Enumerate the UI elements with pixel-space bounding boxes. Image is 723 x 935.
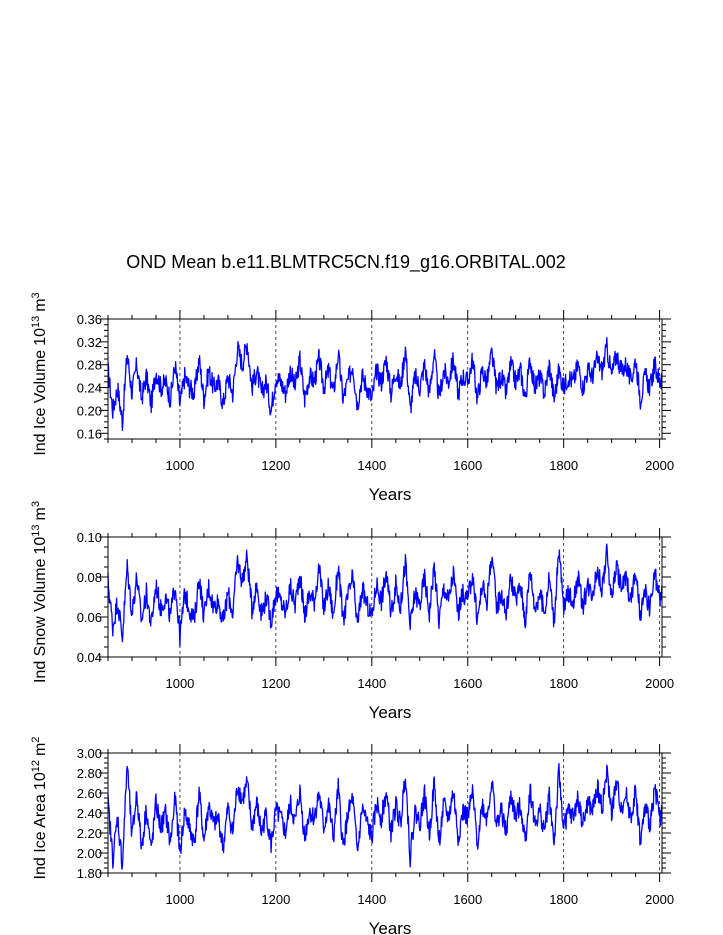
y-tick-label: 0.10 <box>77 530 102 545</box>
y-tick-label: 0.20 <box>77 403 102 418</box>
x-tick-label: 1600 <box>453 676 482 691</box>
plot-frame <box>107 536 663 658</box>
y-tick-label: 2.80 <box>77 766 102 781</box>
y-axis-label: Ind Snow Volume 1013 m3 <box>30 501 49 683</box>
y-axis-label-unit-tail-exp: 3 <box>30 501 42 507</box>
chart-panel-1: 1000 1200 1400 1600 1800 2000 0.16 0.20 0.24 0.28… <box>30 292 674 504</box>
y-tick-label: 0.36 <box>77 312 102 327</box>
y-axis-label-unit-exp: 13 <box>30 524 42 536</box>
x-axis-label: Years <box>369 703 412 722</box>
y-tick-label: 0.06 <box>77 610 102 625</box>
x-tick-label: 2000 <box>645 892 674 907</box>
y-axis-label: Ind Ice Volume 1013 m3 <box>30 292 49 455</box>
y-tick-label: 1.80 <box>77 866 102 881</box>
y-tick-label: 3.00 <box>77 746 102 761</box>
y-tick-label: 2.00 <box>77 846 102 861</box>
x-tick-label: 1000 <box>165 892 194 907</box>
x-tick-label: 1800 <box>549 892 578 907</box>
y-axis-label-unit-exp: 13 <box>30 316 42 328</box>
y-tick-label: 2.40 <box>77 806 102 821</box>
y-axis-label-unit-tail: m <box>32 298 49 311</box>
x-tick-label: 1400 <box>357 458 386 473</box>
y-axis-label-unit-exp: 12 <box>30 760 42 772</box>
y-axis-label-unit-tail: m <box>32 507 49 520</box>
y-tick-label: 0.16 <box>77 426 102 441</box>
y-axis-label-ylabel: Ind Ice Area <box>32 794 49 879</box>
y-tick-label: 0.08 <box>77 570 102 585</box>
x-tick-label: 1200 <box>261 458 290 473</box>
x-tick-label: 1400 <box>357 676 386 691</box>
y-axis-label: Ind Ice Area 1012 m2 <box>30 737 49 880</box>
y-tick-label: 0.32 <box>77 335 102 350</box>
chart-panel-2: 1000 1200 1400 1600 1800 2000 0.04 0.06 0.08 0.10… <box>30 501 674 722</box>
x-tick-label: 1200 <box>261 892 290 907</box>
y-tick-label: 0.24 <box>77 381 102 396</box>
y-axis-label-unit-tail-exp: 3 <box>30 292 42 298</box>
y-axis-label-unit-prefix: 10 <box>32 328 49 346</box>
y-tick-label: 2.60 <box>77 786 102 801</box>
x-tick-label: 1000 <box>165 458 194 473</box>
x-axis-label: Years <box>369 485 412 504</box>
data-line <box>107 543 663 648</box>
page-title: OND Mean b.e11.BLMTRC5CN.f19_g16.ORBITAL… <box>126 252 566 273</box>
y-axis-label-unit-prefix: 10 <box>32 772 49 790</box>
x-tick-label: 1200 <box>261 676 290 691</box>
chart-panel-3: 1000 1200 1400 1600 1800 2000 1.80 2.00 2.20 2.40… <box>30 737 674 935</box>
x-tick-label: 1400 <box>357 892 386 907</box>
plot-frame <box>107 318 663 440</box>
y-axis-label-unit-tail: m <box>32 743 49 756</box>
y-axis-label-unit-tail-exp: 2 <box>30 737 42 743</box>
y-tick-label: 0.28 <box>77 358 102 373</box>
x-tick-label: 1800 <box>549 676 578 691</box>
y-axis-label-ylabel: Ind Ice Volume <box>32 350 49 456</box>
x-tick-label: 1600 <box>453 458 482 473</box>
data-line <box>107 337 663 431</box>
x-tick-label: 2000 <box>645 676 674 691</box>
x-tick-label: 2000 <box>645 458 674 473</box>
x-tick-label: 1000 <box>165 676 194 691</box>
y-tick-label: 0.04 <box>77 650 102 665</box>
y-axis-label-ylabel: Ind Snow Volume <box>32 558 49 683</box>
y-tick-label: 2.20 <box>77 826 102 841</box>
x-axis-label: Years <box>369 919 412 935</box>
data-line <box>107 762 663 870</box>
x-tick-label: 1600 <box>453 892 482 907</box>
y-axis-label-unit-prefix: 10 <box>32 537 49 555</box>
x-tick-label: 1800 <box>549 458 578 473</box>
